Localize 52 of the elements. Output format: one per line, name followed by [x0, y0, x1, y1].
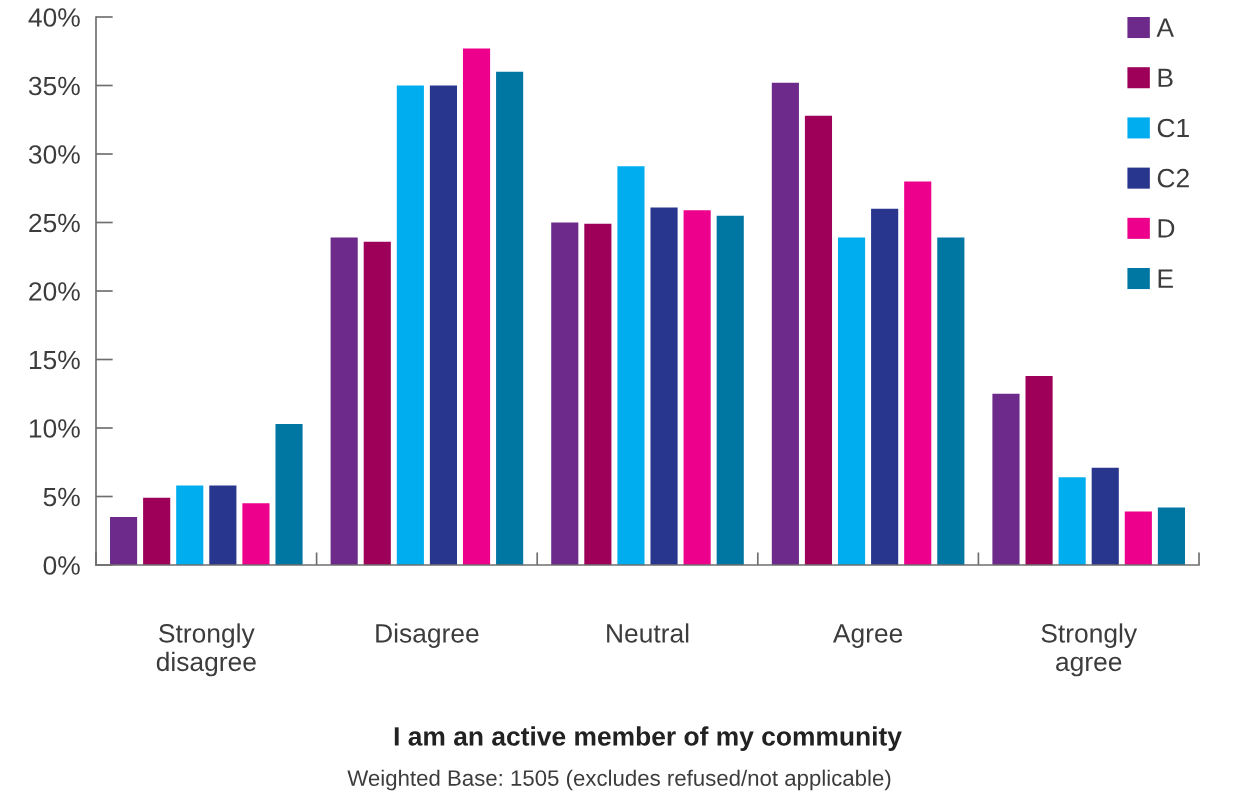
bar — [871, 208, 899, 565]
legend-label: A — [1156, 18, 1174, 37]
bar — [716, 215, 744, 565]
bar — [992, 393, 1020, 565]
y-tick-label: 15% — [29, 350, 80, 370]
x-tick-label: Strongly disagree — [156, 623, 256, 677]
x-axis-title: I am an active member of my community — [394, 726, 902, 751]
bar — [937, 237, 965, 565]
bar — [143, 497, 171, 565]
bar — [1058, 477, 1086, 565]
bar — [650, 207, 678, 565]
x-tick-label: Disagree — [376, 623, 479, 648]
text: Weighted Base: 1505 (excludes refused/not applicable) — [347, 769, 891, 791]
bar — [429, 85, 458, 565]
y-tick-label: 30% — [28, 145, 80, 164]
bar — [462, 48, 491, 565]
y-tick-label: 20% — [29, 282, 80, 301]
bar — [110, 517, 138, 565]
legend-label: C2 — [1157, 168, 1189, 188]
y-tick-label: 0% — [43, 556, 80, 575]
bar — [1025, 375, 1053, 565]
bar — [771, 82, 799, 565]
bar — [209, 485, 237, 565]
bar — [363, 241, 391, 565]
y-tick-label: 5% — [43, 487, 80, 507]
legend-label: B — [1158, 68, 1173, 87]
bar — [617, 166, 645, 565]
x-tick-label: Neutral — [607, 623, 689, 643]
bar — [275, 423, 303, 565]
bar — [904, 181, 932, 565]
bar — [683, 210, 711, 565]
bar — [837, 237, 866, 565]
bar — [242, 503, 270, 565]
x-tick-label: Strongly agree — [1041, 623, 1138, 677]
bar — [1091, 467, 1119, 565]
y-tick-label: 35% — [28, 76, 80, 96]
bar — [330, 237, 358, 565]
y-tick-label: 25% — [29, 213, 80, 233]
bar — [551, 222, 579, 565]
bar — [396, 85, 424, 565]
legend-label: E — [1158, 269, 1173, 288]
bar — [584, 223, 612, 565]
bar — [804, 115, 833, 565]
bar — [176, 485, 204, 565]
bar — [1157, 507, 1185, 565]
x-tick-label: Agree — [832, 624, 903, 648]
bar — [496, 71, 524, 565]
y-tick-label: 40% — [28, 8, 80, 27]
legend-label: C1 — [1157, 118, 1189, 138]
y-tick-label: 10% — [29, 419, 80, 438]
legend-label: D — [1158, 219, 1175, 238]
bar — [1124, 511, 1152, 565]
